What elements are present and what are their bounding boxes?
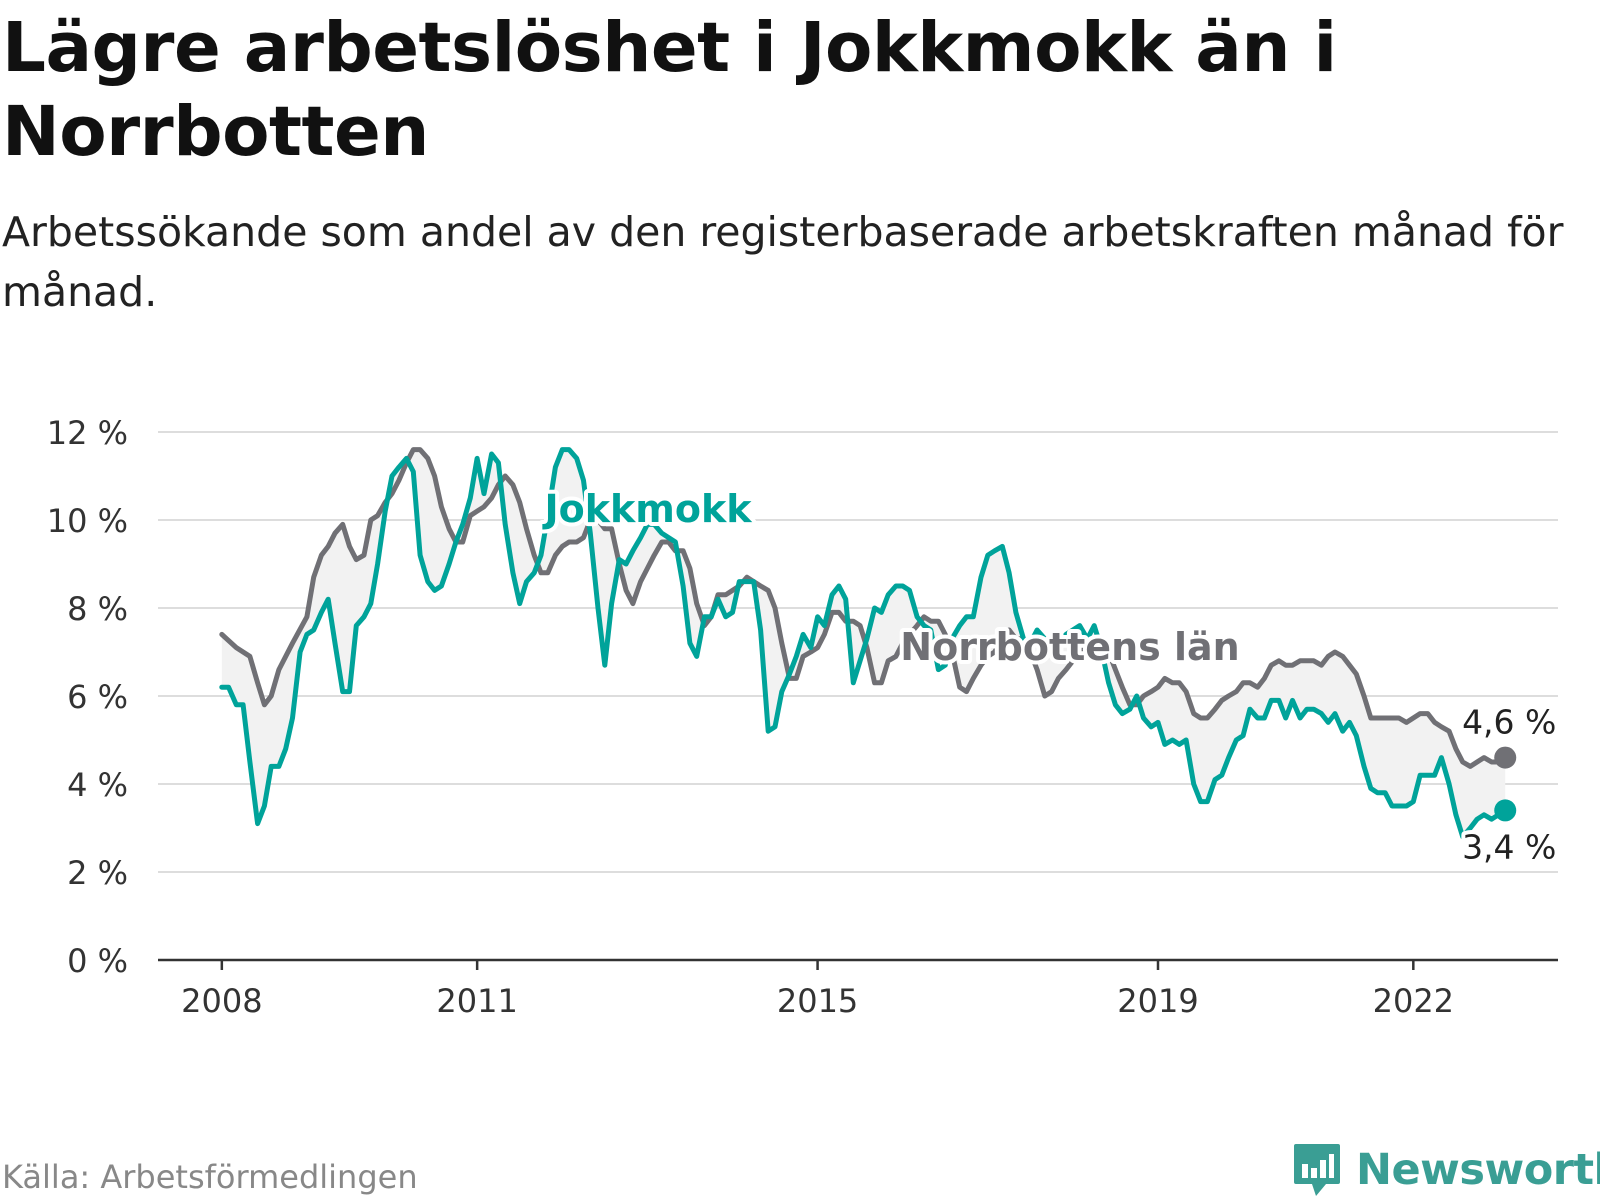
norrbotten-series-label-halo: Norrbottens län	[900, 625, 1239, 669]
jokkmokk-end-point	[1494, 799, 1517, 822]
newsworthy-logo-icon	[1294, 1144, 1340, 1196]
norrbotten-series-label: Norrbottens län	[900, 625, 1239, 669]
x-tick-label: 2008	[181, 982, 262, 1020]
x-tick-label: 2011	[436, 982, 517, 1020]
jokkmokk-series-label-halo: Jokkmokk	[541, 487, 752, 531]
y-tick-label: 12 %	[47, 414, 128, 452]
x-tick-label: 2015	[777, 982, 858, 1020]
source-note: Källa: Arbetsförmedlingen	[2, 1158, 418, 1196]
jokkmokk-end-label-halo: 3,4 %	[1462, 827, 1556, 866]
axis-layer: 0 % 2 % 4 % 6 % 8 % 10 % 12 % 2008 2011 2015 2019 2…	[47, 414, 1558, 1020]
norrbotten-end-label: 4,6 %	[1462, 703, 1556, 742]
series-layer	[219, 447, 1517, 840]
jokkmokk-series-label: Jokkmokk	[541, 487, 752, 531]
jokkmokk-end-label: 3,4 %	[1462, 827, 1556, 866]
y-tick-label: 4 %	[67, 766, 128, 804]
y-tick-label: 10 %	[47, 502, 128, 540]
brand-logo[interactable]: Newsworthy	[1292, 1140, 1600, 1200]
norrbotten-end-point	[1494, 746, 1517, 769]
norrbotten-line	[219, 447, 1508, 769]
page-subtitle: Arbetssökande som andel av den registerb…	[2, 208, 1564, 316]
y-tick-label: 0 %	[67, 942, 128, 980]
page-title: Lägre arbetslöshet i Jokkmokk än i Norrb…	[2, 8, 1337, 172]
jokkmokk-line	[219, 447, 1508, 840]
y-tick-label: 2 %	[67, 854, 128, 892]
x-tick-label: 2022	[1373, 982, 1454, 1020]
x-tick-label: 2019	[1117, 982, 1198, 1020]
y-tick-label: 8 %	[67, 590, 128, 628]
norrbotten-end-label-halo: 4,6 %	[1462, 703, 1556, 742]
brand-name: Newsworthy	[1356, 1145, 1600, 1195]
y-tick-label: 6 %	[67, 678, 128, 716]
